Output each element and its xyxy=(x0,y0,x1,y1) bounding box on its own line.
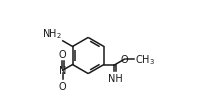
Text: O: O xyxy=(59,50,67,59)
Text: NH: NH xyxy=(108,74,123,83)
Text: NH$_2$: NH$_2$ xyxy=(42,27,62,41)
Text: N: N xyxy=(59,66,66,75)
Text: O: O xyxy=(121,55,128,65)
Text: O: O xyxy=(59,82,67,92)
Text: CH$_3$: CH$_3$ xyxy=(135,53,155,67)
